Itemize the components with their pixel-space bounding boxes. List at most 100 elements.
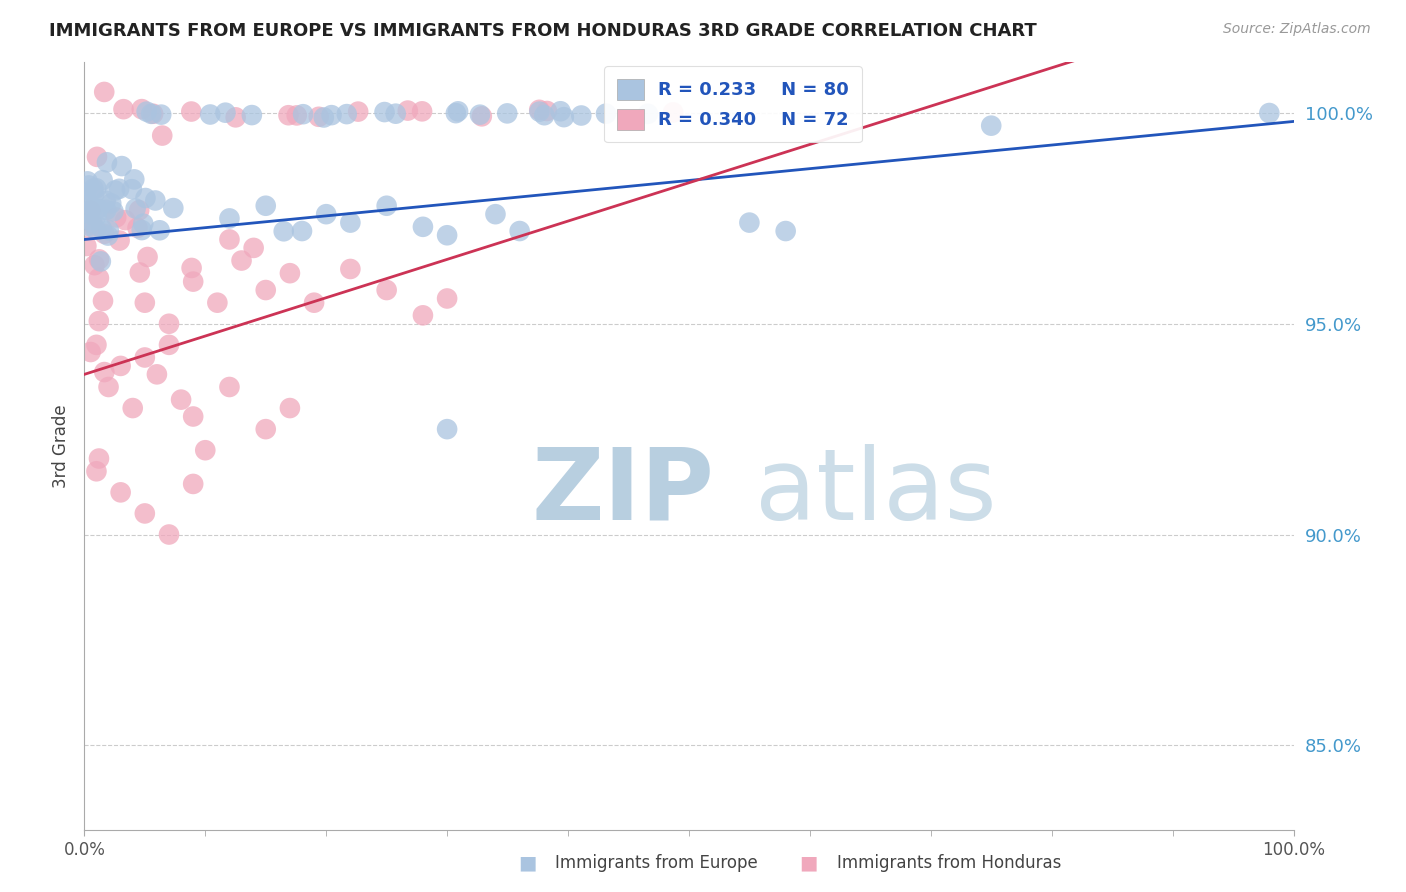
Point (86, 338, 108, 352)
Point (112, 102, 135, 116)
Point (134, 507, 156, 521)
Point (321, 108, 343, 122)
Point (384, 106, 406, 120)
Point (91, 173, 114, 187)
Point (108, 234, 131, 248)
Point (131, 223, 153, 237)
Point (278, 266, 301, 280)
Point (149, 223, 172, 237)
Point (82, 201, 104, 215)
Point (82, 217, 104, 231)
Point (231, 253, 253, 268)
Point (135, 104, 157, 119)
Point (157, 527, 180, 541)
Point (146, 368, 169, 382)
Point (157, 317, 180, 331)
Point (536, 103, 558, 118)
Point (75, 239, 97, 253)
Point (75, 186, 97, 201)
Point (242, 241, 264, 255)
Point (553, 110, 575, 124)
Point (291, 224, 314, 238)
Point (77, 207, 100, 221)
Point (396, 103, 419, 118)
Point (127, 220, 149, 235)
Point (143, 194, 166, 208)
Point (87, 202, 110, 216)
Text: ■: ■ (799, 854, 818, 872)
Point (662, 105, 685, 120)
Point (110, 359, 132, 373)
Point (180, 260, 202, 275)
Point (79, 345, 101, 359)
Point (254, 422, 277, 436)
Point (775, 224, 797, 238)
Point (105, 211, 128, 225)
Point (194, 443, 217, 458)
Point (529, 104, 551, 119)
Point (114, 213, 136, 227)
Point (75, 195, 97, 210)
Legend: R = 0.233    N = 80, R = 0.340    N = 72: R = 0.233 N = 80, R = 0.340 N = 72 (605, 66, 862, 143)
Point (218, 232, 240, 246)
Point (436, 422, 458, 436)
Point (86, 209, 108, 223)
Point (97, 380, 120, 394)
Text: Source: ZipAtlas.com: Source: ZipAtlas.com (1223, 22, 1371, 37)
Point (93, 227, 115, 241)
Point (509, 224, 531, 238)
Point (90, 254, 112, 268)
Point (412, 309, 434, 323)
Point (180, 104, 202, 119)
Text: ■: ■ (517, 854, 537, 872)
Point (375, 283, 398, 297)
Point (980, 119, 1002, 133)
Point (97, 228, 120, 243)
Point (285, 108, 308, 122)
Point (82, 181, 104, 195)
Point (447, 104, 470, 119)
Point (738, 216, 761, 230)
Point (181, 275, 204, 289)
Point (136, 250, 159, 264)
Point (218, 211, 240, 226)
Point (87, 252, 110, 267)
Point (436, 292, 458, 306)
Point (134, 295, 156, 310)
Point (90, 221, 112, 235)
Point (181, 477, 204, 491)
Point (533, 108, 555, 122)
Point (77, 205, 100, 219)
Point (128, 203, 150, 218)
Point (96, 202, 118, 217)
Point (200, 107, 222, 121)
Point (76, 174, 98, 188)
Point (91, 293, 114, 308)
Y-axis label: 3rd Grade: 3rd Grade (52, 404, 70, 488)
Point (411, 104, 433, 119)
Point (207, 295, 229, 310)
Point (162, 201, 184, 215)
Point (529, 103, 551, 117)
Point (86, 181, 108, 195)
Point (484, 207, 506, 221)
Point (336, 107, 359, 121)
Point (83, 258, 105, 272)
Text: Immigrants from Europe: Immigrants from Europe (555, 855, 758, 872)
Point (93, 85, 115, 99)
Point (124, 202, 146, 216)
Point (1258, 106, 1281, 120)
Point (254, 199, 277, 213)
Point (110, 485, 132, 500)
Point (83, 187, 105, 202)
Text: IMMIGRANTS FROM EUROPE VS IMMIGRANTS FROM HONDURAS 3RD GRADE CORRELATION CHART: IMMIGRANTS FROM EUROPE VS IMMIGRANTS FRO… (49, 22, 1038, 40)
Point (77, 213, 100, 227)
Point (170, 392, 193, 407)
Point (131, 102, 153, 116)
Point (292, 107, 315, 121)
Point (339, 262, 361, 277)
Point (468, 108, 491, 122)
Point (373, 105, 395, 120)
Point (94, 194, 117, 208)
Point (444, 106, 467, 120)
